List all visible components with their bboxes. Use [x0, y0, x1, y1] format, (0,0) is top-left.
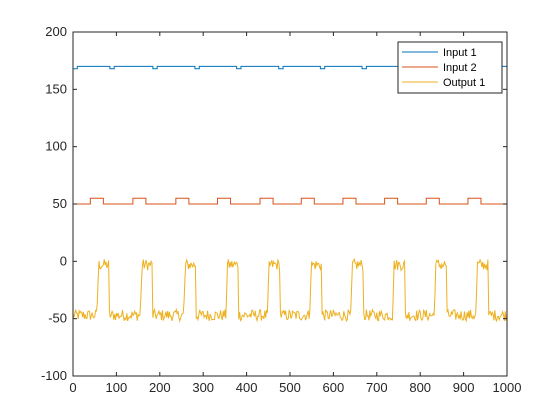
- y-tick-label: -50: [48, 311, 67, 326]
- series-line-3: [72, 257, 508, 323]
- legend-label: Input 1: [443, 47, 477, 59]
- legend: Input 1 Input 2 Output 1: [397, 41, 503, 94]
- y-tick-label: 50: [53, 196, 67, 211]
- x-tick-label: 500: [279, 380, 301, 395]
- legend-label: Output 1: [443, 77, 485, 89]
- x-tick-label: 400: [236, 380, 258, 395]
- x-tick-label: 800: [409, 380, 431, 395]
- x-tick-label: 1000: [493, 380, 522, 395]
- x-tick-label: 100: [106, 380, 128, 395]
- axes-layer: 0 100 200 300 400 500 600 700 800 900 1000 -100 -50 0…: [41, 24, 521, 395]
- y-tick-label: -100: [41, 368, 67, 383]
- y-tick-label: 100: [45, 139, 67, 154]
- x-tick-label: 600: [323, 380, 345, 395]
- x-tick-label: 200: [149, 380, 171, 395]
- x-tick-label: 300: [192, 380, 214, 395]
- x-tick-label: 700: [366, 380, 388, 395]
- y-tick-label: 0: [60, 253, 67, 268]
- x-tick-label: 0: [69, 380, 76, 395]
- y-tick-label: 200: [45, 24, 67, 39]
- series-line-2: [73, 197, 507, 205]
- x-tick-label: 900: [453, 380, 475, 395]
- y-tick-label: 150: [45, 81, 67, 96]
- legend-label: Input 2: [443, 62, 477, 74]
